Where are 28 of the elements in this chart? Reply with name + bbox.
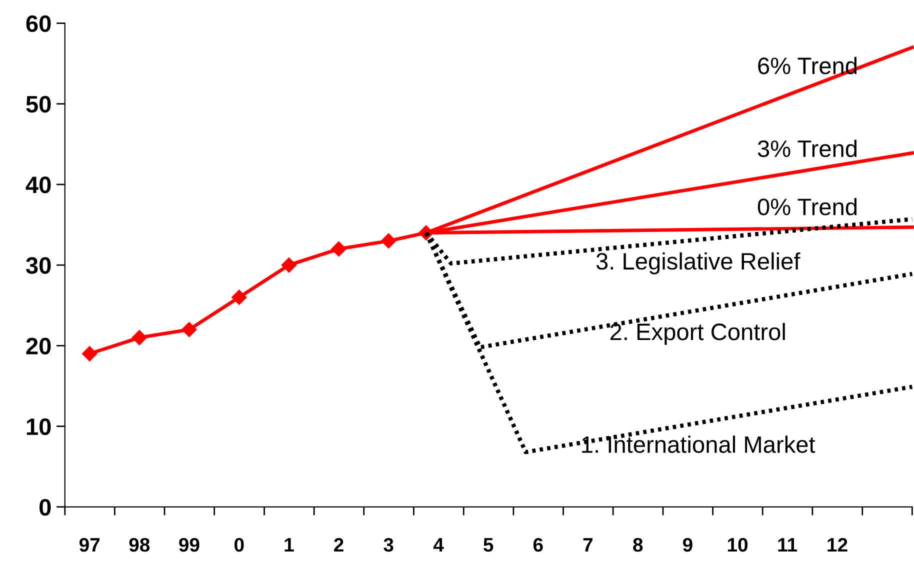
x-tick-label: 98 <box>129 538 150 552</box>
y-tick-label: 40 <box>26 176 51 194</box>
y-tick-label: 30 <box>26 257 51 274</box>
x-tick-label: 7 <box>583 538 592 552</box>
y-tick-label: 20 <box>26 338 51 354</box>
x-tick-label: 97 <box>79 538 100 552</box>
x-tick-label: 5 <box>484 538 494 552</box>
y-tick-label: 60 <box>26 15 51 32</box>
series-label: 3% Trend <box>758 140 857 158</box>
series-label: 0% Trend <box>758 198 857 216</box>
x-tick-label: 12 <box>828 538 848 552</box>
x-tick-label: 11 <box>778 538 798 552</box>
x-tick-label: 1 <box>284 538 294 552</box>
x-tick-label: 8 <box>633 538 643 552</box>
x-tick-label: 3 <box>384 538 394 552</box>
y-tick-label: 50 <box>26 96 51 113</box>
y-tick-label: 0 <box>40 498 51 516</box>
x-tick-label: 4 <box>433 538 444 552</box>
series-label: 6% Trend <box>758 56 857 74</box>
x-tick-label: 99 <box>179 538 200 552</box>
x-tick-label: 0 <box>234 538 244 552</box>
series-label: 1. International Market <box>582 436 816 453</box>
series-label: 3. Legislative Relief <box>596 252 800 274</box>
x-tick-label: 2 <box>334 538 344 552</box>
x-tick-label: 10 <box>728 538 748 552</box>
y-tick-label: 10 <box>26 418 51 436</box>
x-tick-label: 6 <box>533 538 543 552</box>
x-tick-label: 9 <box>682 538 692 552</box>
